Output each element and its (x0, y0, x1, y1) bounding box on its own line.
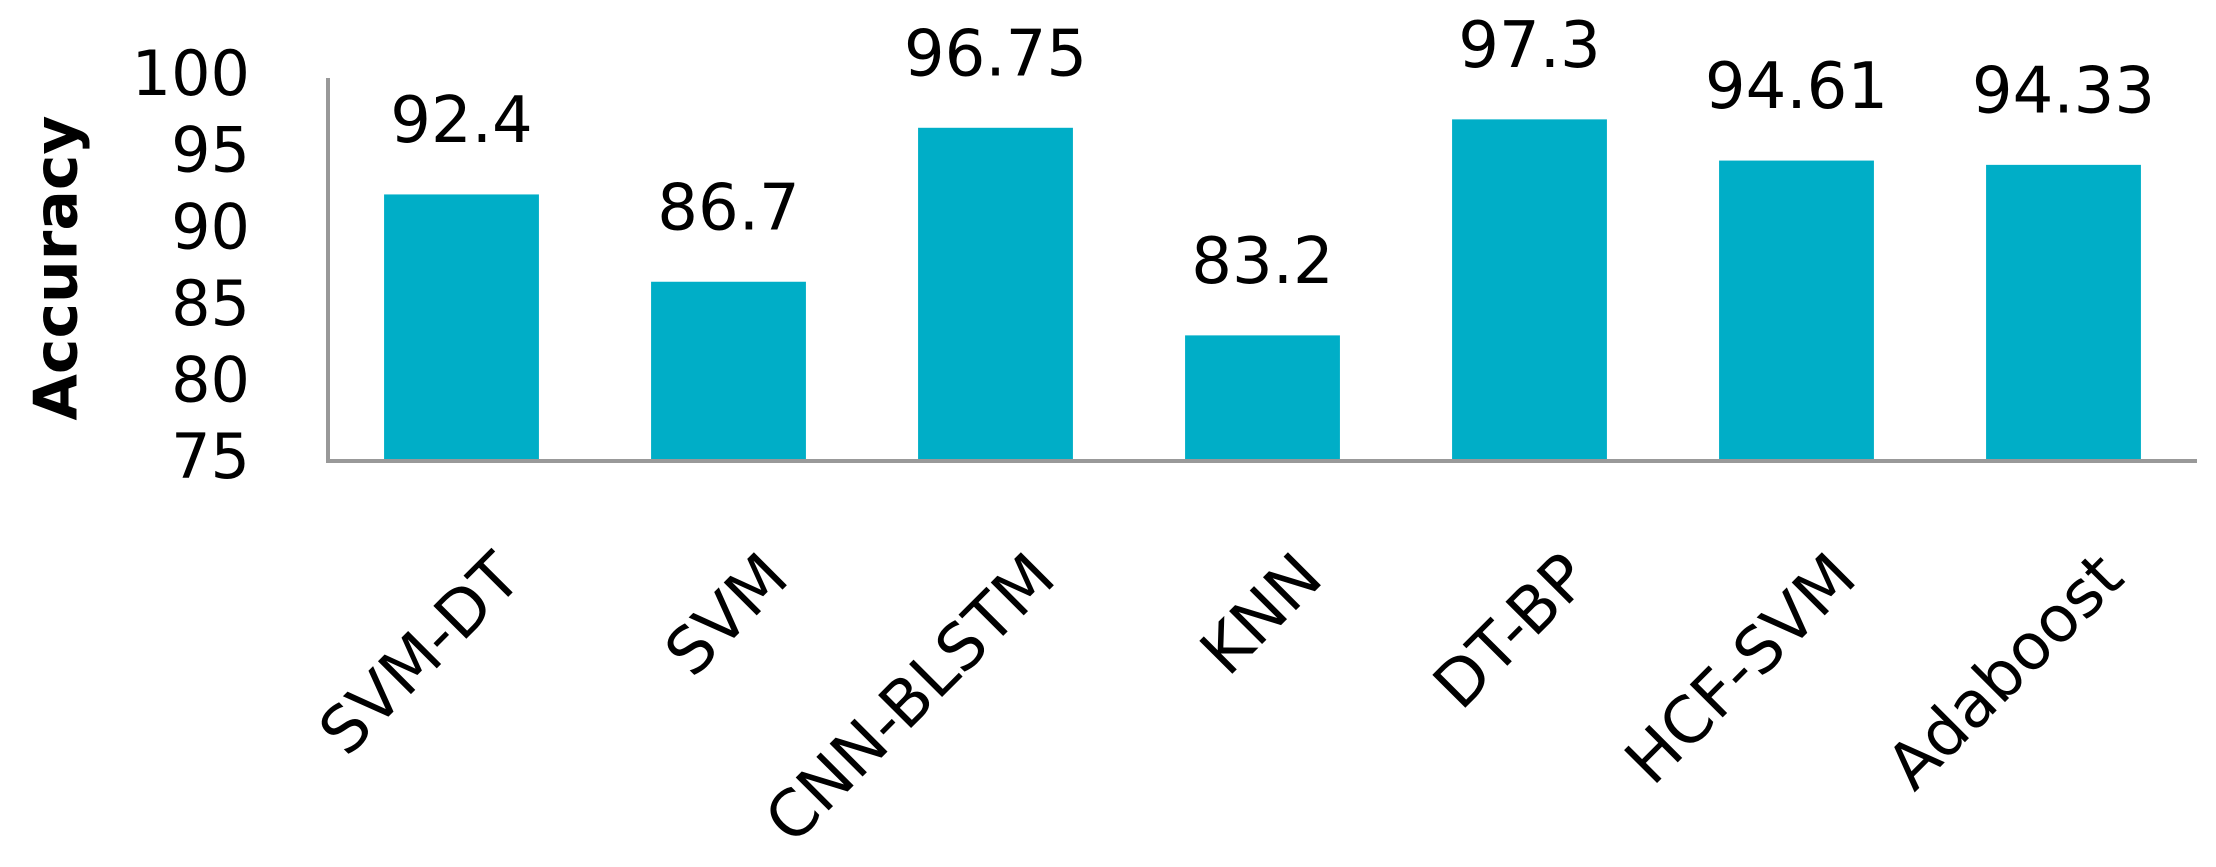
x-tick-label: Adaboost (1873, 540, 2137, 804)
bar (1185, 335, 1340, 461)
y-axis-title: Accuracy (22, 115, 92, 420)
x-tick-label: DT-BP (1420, 540, 1604, 724)
data-label: 96.75 (904, 17, 1087, 91)
y-tick-label: 75 (171, 420, 250, 493)
bar (918, 127, 1073, 461)
data-label: 94.33 (1972, 54, 2155, 128)
x-tick-label: HCF-SVM (1612, 540, 1871, 799)
x-tick-label: KNN (1187, 540, 1337, 690)
x-tick-label: SVM (652, 540, 803, 691)
x-tick-label: SVM-DT (306, 539, 537, 770)
bar (1452, 119, 1607, 461)
bar (384, 194, 539, 461)
bar (651, 281, 806, 461)
data-label: 92.4 (390, 84, 533, 158)
x-tick-label: CNN-BLSTM (752, 540, 1070, 858)
y-tick-label: 85 (171, 267, 250, 340)
bar (1986, 164, 2141, 462)
data-label: 97.3 (1458, 9, 1601, 83)
data-label: 83.2 (1191, 225, 1334, 299)
y-tick-label: 90 (171, 190, 250, 263)
y-tick-label: 95 (171, 114, 250, 187)
y-tick-label: 80 (171, 343, 250, 416)
bar (1719, 160, 1874, 461)
data-label: 86.7 (657, 171, 800, 245)
y-tick-label: 100 (132, 37, 250, 110)
data-label: 94.61 (1705, 50, 1888, 124)
